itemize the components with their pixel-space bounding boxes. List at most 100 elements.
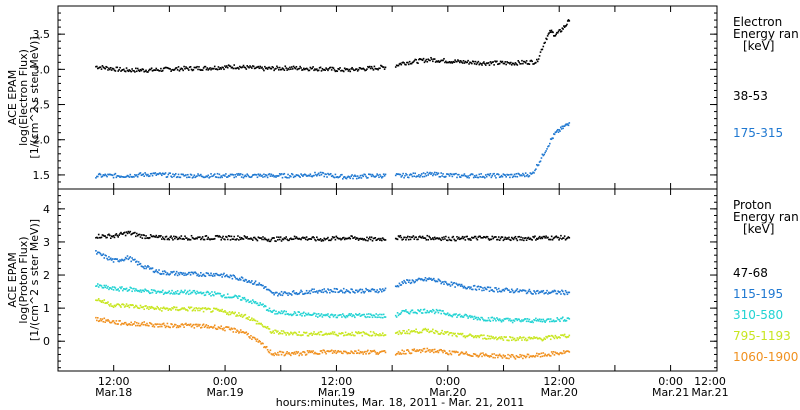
data-point	[472, 336, 475, 339]
data-point	[452, 173, 455, 175]
data-point	[174, 291, 177, 293]
data-point	[365, 353, 367, 355]
data-point	[252, 283, 255, 285]
data-point	[521, 59, 523, 62]
data-point	[99, 173, 102, 176]
data-point	[143, 234, 145, 237]
data-point	[372, 69, 375, 71]
data-point	[487, 355, 490, 357]
data-point	[210, 294, 212, 297]
data-point	[331, 174, 334, 177]
data-point	[220, 273, 223, 276]
data-point	[338, 332, 340, 335]
data-point	[183, 175, 185, 177]
data-point	[496, 354, 498, 357]
data-point	[314, 351, 316, 354]
data-point	[271, 292, 274, 294]
data-point	[260, 303, 262, 306]
data-point	[434, 238, 437, 240]
data-point	[505, 238, 507, 240]
data-point	[400, 333, 403, 335]
data-point	[246, 65, 249, 67]
data-point	[186, 273, 188, 276]
data-point	[202, 291, 205, 294]
data-point	[196, 274, 198, 277]
data-point	[412, 235, 415, 237]
data-point	[284, 65, 287, 68]
data-point	[471, 173, 474, 176]
data-point	[550, 235, 553, 238]
data-point	[103, 235, 106, 237]
xtick-time: 12:00	[98, 375, 130, 388]
data-point	[357, 177, 360, 179]
data-point	[277, 333, 280, 335]
data-point	[490, 238, 493, 241]
data-point	[429, 171, 431, 174]
data-point	[320, 291, 323, 293]
data-point	[504, 355, 507, 357]
data-point	[283, 237, 286, 239]
data-point	[219, 274, 222, 276]
data-point	[316, 68, 318, 70]
data-point	[503, 318, 506, 320]
data-point	[533, 336, 535, 338]
electron-frame	[57, 5, 718, 190]
data-point	[362, 290, 365, 293]
data-point	[300, 334, 302, 337]
data-point	[290, 294, 293, 296]
data-point	[480, 334, 482, 336]
data-point	[103, 174, 106, 177]
data-point	[225, 176, 228, 178]
data-point	[353, 69, 355, 72]
data-point	[165, 307, 168, 309]
data-point	[443, 283, 445, 285]
data-point	[355, 238, 357, 240]
data-point	[200, 69, 203, 71]
data-point	[406, 332, 409, 335]
data-point	[121, 175, 123, 178]
data-point	[410, 330, 413, 332]
data-point	[320, 240, 323, 242]
data-point	[554, 34, 557, 37]
data-point	[261, 174, 263, 177]
data-point	[274, 352, 276, 354]
data-point	[172, 293, 174, 295]
data-point	[95, 285, 97, 287]
data-point	[429, 278, 431, 280]
data-point	[404, 310, 406, 313]
data-point	[556, 32, 559, 34]
data-point	[172, 68, 174, 71]
data-point	[185, 66, 187, 68]
data-point	[170, 235, 172, 238]
data-point	[292, 176, 295, 179]
data-point	[536, 164, 539, 167]
data-point	[176, 309, 179, 311]
data-point	[125, 175, 128, 178]
data-point	[247, 332, 249, 335]
data-point	[536, 237, 538, 240]
data-point	[175, 292, 178, 295]
data-point	[538, 235, 541, 238]
data-point	[255, 322, 258, 325]
data-point	[316, 236, 318, 239]
data-point	[496, 288, 498, 291]
data-point	[212, 68, 214, 70]
data-point	[411, 330, 414, 333]
data-point	[283, 354, 286, 357]
data-point	[211, 175, 213, 178]
data-point	[144, 172, 146, 174]
data-point	[471, 335, 473, 337]
data-point	[246, 173, 249, 175]
data-point	[250, 281, 252, 284]
data-point	[411, 309, 414, 312]
data-point	[445, 331, 448, 333]
data-point	[545, 291, 547, 294]
data-point	[135, 261, 137, 263]
data-point	[253, 281, 256, 284]
data-point	[458, 238, 461, 241]
data-point	[475, 336, 478, 339]
data-point	[483, 289, 485, 292]
data-point	[124, 288, 127, 291]
data-point	[441, 310, 443, 312]
data-point	[98, 299, 101, 302]
